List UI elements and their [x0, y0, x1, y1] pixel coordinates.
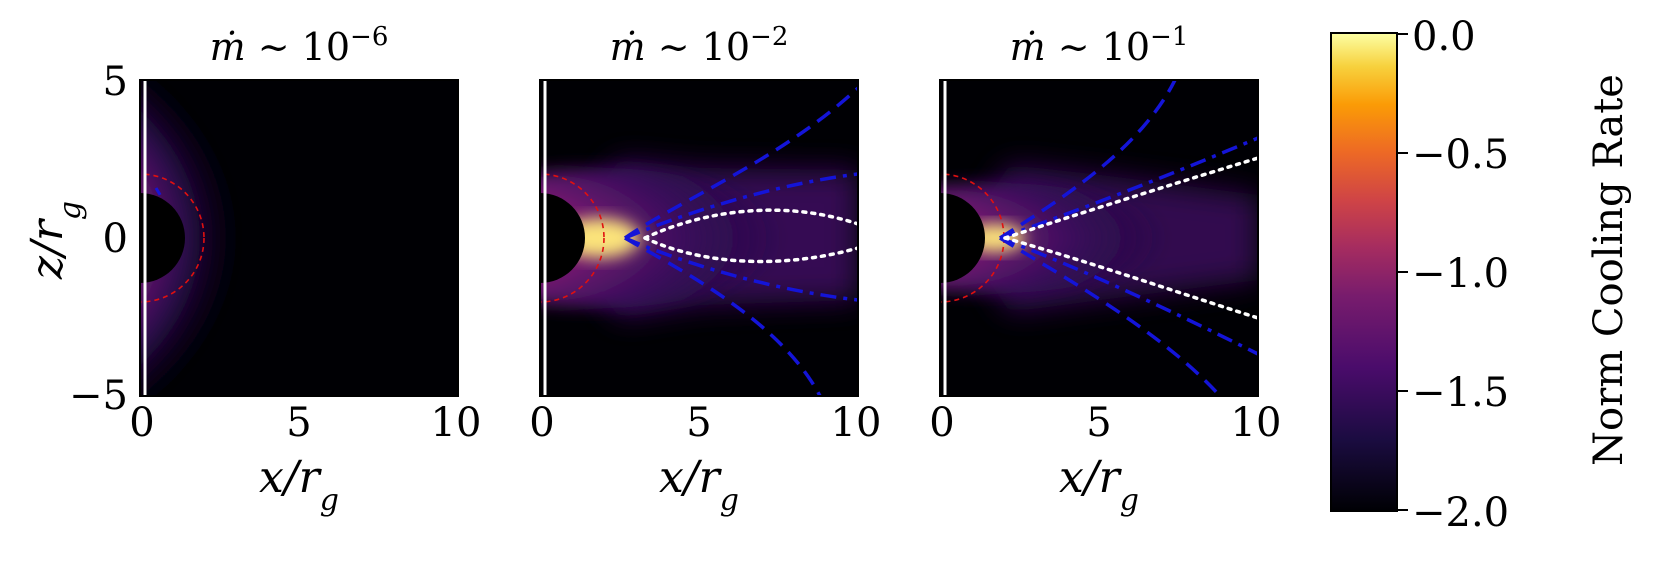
- panel-2-blue-dashed-upper: [624, 86, 858, 240]
- panel-1-ylabel: z/rg: [22, 201, 88, 280]
- panel-2-blue-dashed-lower: [624, 236, 822, 396]
- panel-3-blue-dashdot-upper: [999, 136, 1258, 240]
- panel-3-xtick-10: 10: [1231, 400, 1282, 446]
- panel-2: ṁ ∼ 10−2 0 5 10 x/rg: [529, 22, 882, 518]
- panel-1-emission-glow: [140, 80, 385, 396]
- colorbar-tick-1: −0.5: [1412, 132, 1509, 178]
- panel-1-black-hole-disk: [140, 193, 185, 283]
- panel-2-white-dotted-upper: [643, 208, 858, 240]
- colorbar-tick-4: −2.0: [1412, 490, 1509, 536]
- panel-1-frame: [139, 79, 459, 397]
- panel-3: ṁ ∼ 10−1 0 5 10 x/rg: [929, 22, 1282, 518]
- panel-3-blue-dashed-lower: [999, 236, 1222, 396]
- panel-2-blue-dashdot-lower: [624, 236, 858, 302]
- panel-2-white-dotted-lower: [643, 236, 858, 264]
- panel-3-title: ṁ ∼ 10−1: [1010, 22, 1189, 69]
- panel-1-xlabel: x/rg: [259, 452, 339, 518]
- panel-2-emission-glow: [540, 168, 780, 308]
- panel-2-horizon-circle: [540, 173, 605, 303]
- panel-3-xtick-5: 5: [1086, 400, 1111, 446]
- panel-2-xlabel: x/rg: [659, 452, 739, 518]
- panel-3-frame: [939, 79, 1259, 397]
- panel-1: ṁ ∼ 10−6 5 0 −5 0 5 10 x/rg z/rg: [22, 22, 482, 518]
- panel-2-xtick-0: 0: [529, 400, 554, 446]
- panel-1-xtick-0: 0: [129, 400, 154, 446]
- panel-2-black-hole-disk: [540, 193, 585, 283]
- colorbar: 0.0 −0.5 −1.0 −1.5 −2.0 Norm Cooling Rat…: [1330, 14, 1632, 536]
- panel-1-ytick-0: 0: [103, 216, 128, 262]
- colorbar-tick-2: −1.0: [1412, 251, 1509, 297]
- panel-1-xtick-5: 5: [286, 400, 311, 446]
- colorbar-gradient: [1330, 32, 1398, 512]
- panel-1-title: ṁ ∼ 10−6: [210, 22, 389, 69]
- colorbar-tick-0: 0.0: [1412, 14, 1476, 60]
- panel-1-xtick-10: 10: [431, 400, 482, 446]
- panel-2-xtick-10: 10: [831, 400, 882, 446]
- colorbar-label: Norm Cooling Rate: [1586, 74, 1632, 466]
- colorbar-ticks: [1397, 33, 1408, 511]
- panel-2-blue-dashdot-upper: [624, 172, 858, 240]
- panel-3-xtick-0: 0: [929, 400, 954, 446]
- panel-1-horizon-circle: [140, 173, 205, 303]
- panel-2-xtick-5: 5: [686, 400, 711, 446]
- colorbar-tick-3: −1.5: [1412, 370, 1509, 416]
- panel-1-blue-dashed-stub: [154, 187, 164, 199]
- panel-3-blue-dashed-upper: [999, 80, 1177, 240]
- panel-3-emission-glow: [940, 183, 1165, 293]
- panel-3-black-hole-disk: [940, 193, 985, 283]
- panel-1-ytick-minus5: −5: [69, 373, 128, 419]
- panel-2-frame: [539, 79, 859, 397]
- panel-3-blue-dashdot-lower: [999, 236, 1258, 356]
- panel-2-title: ṁ ∼ 10−2: [610, 22, 789, 69]
- panel-3-xlabel: x/rg: [1059, 452, 1139, 518]
- panel-1-ytick-5: 5: [103, 59, 128, 105]
